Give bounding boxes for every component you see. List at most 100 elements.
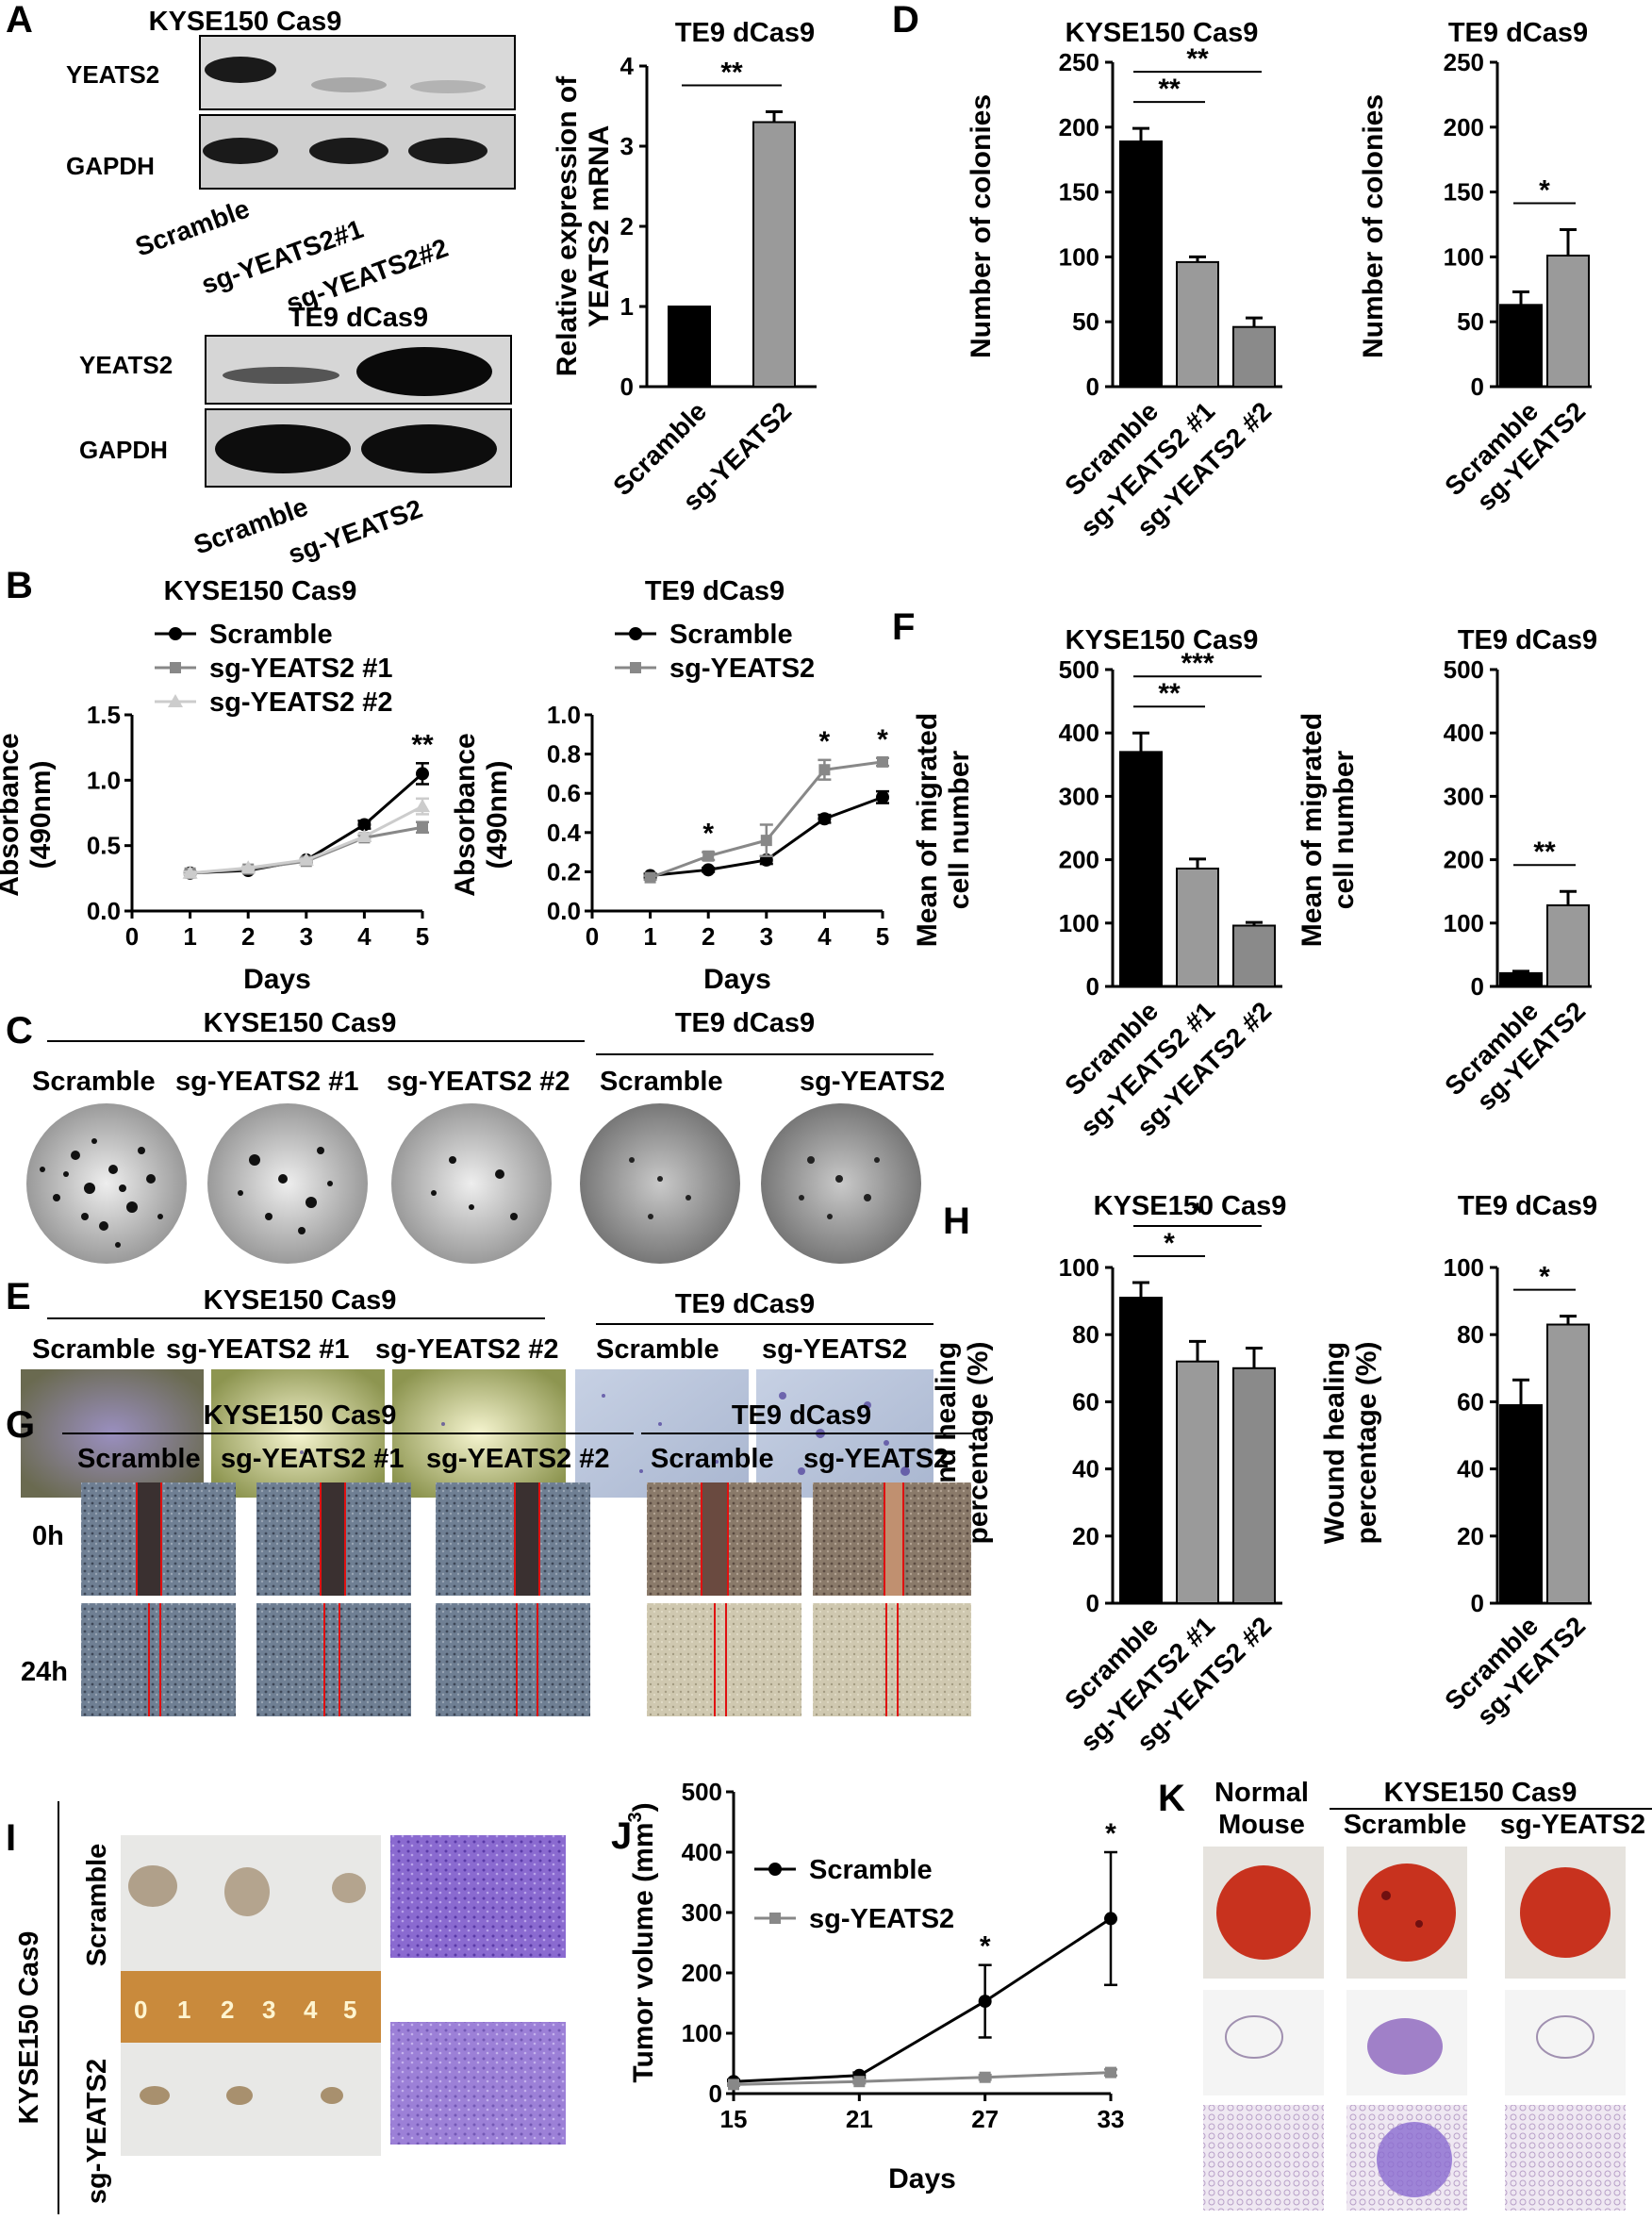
significance-mark: * (1539, 175, 1550, 207)
x-tick-label: 4 (357, 922, 372, 951)
panel-label-k: K (1158, 1778, 1185, 1819)
y-axis-label: Wound healingpercentage (%) (1319, 1341, 1382, 1544)
y-tick-label: 0 (1086, 373, 1099, 401)
significance-mark: * (1539, 1262, 1550, 1293)
y-tick-label: 100 (1059, 1253, 1099, 1282)
significance-mark: * (877, 724, 888, 755)
wound-images (81, 1482, 971, 1716)
significance-mark: * (1105, 1818, 1116, 1849)
y-tick-label: 100 (1059, 242, 1099, 271)
chart-title: TE9 dCas9 (1448, 18, 1588, 48)
legend-label: Scramble (809, 1855, 933, 1885)
significance-mark: ** (1158, 74, 1181, 105)
blot1-row-yeats2: YEATS2 (66, 60, 159, 89)
data-point (415, 799, 430, 813)
data-point (877, 755, 888, 768)
legend-marker (630, 662, 641, 673)
y-tick-label: 100 (1059, 909, 1099, 937)
blot2-title: TE9 dCas9 (289, 303, 428, 333)
legend-marker (769, 1913, 781, 1924)
bar-1 (752, 121, 796, 388)
chart-b-te9-absorbance: TE9 dCas9 0.0 0.2 0.4 0.6 0.8 1.0 0 1 2 3 4 5 Days Abs… (450, 576, 889, 995)
chart-d-kyse150-colonies: KYSE150 Cas9 0 50 100 150 200 250 Number of col… (966, 18, 1282, 542)
bar-0 (1499, 1403, 1543, 1604)
tumor-sg-2 (226, 2086, 253, 2105)
tumor-scramble-2 (224, 1867, 270, 1916)
bar-1 (1176, 868, 1219, 987)
significance-mark: ** (1158, 678, 1181, 709)
bar-2 (1232, 1366, 1276, 1605)
panel-label-i: I (6, 1817, 16, 1859)
data-point (240, 860, 256, 874)
k-col-normal-1: Normal (1214, 1778, 1309, 1808)
data-point (1105, 2066, 1116, 2079)
e-cap-te9-scramble: Scramble (596, 1334, 719, 1365)
chart-j-tumor-volume: 0 100 200 300 400 500 15 21 27 33 Days Tumor volume… (625, 1778, 1124, 2195)
bar-0 (1119, 751, 1163, 987)
bar-1 (1546, 1323, 1590, 1605)
y-tick-label: 0 (709, 2079, 722, 2108)
data-point (182, 865, 198, 879)
tumor-scramble-1 (128, 1865, 177, 1907)
i-side-label: KYSE150 Cas9 (14, 1931, 44, 2125)
significance-mark: ** (411, 729, 434, 760)
wound-edge-lines (136, 1482, 904, 1716)
data-point (853, 2076, 866, 2088)
x-tick-label: 1 (183, 922, 196, 951)
data-point (298, 852, 314, 866)
blot2-row-yeats2: YEATS2 (79, 351, 173, 379)
x-tick-label: 33 (1098, 2105, 1125, 2133)
y-axis-label: Tumor volume (mm3) (625, 1802, 659, 2082)
g-row-0h: 0h (32, 1521, 64, 1551)
x-tick-label: 1 (643, 922, 656, 951)
g-cap-te9-scramble: Scramble (651, 1444, 774, 1474)
y-tick-label: 4 (620, 52, 635, 80)
panel-label-f: F (892, 606, 915, 648)
chart-title: KYSE150 Cas9 (1094, 1191, 1287, 1221)
y-axis-label: Mean of migratedcell number (1297, 713, 1360, 947)
data-point (979, 2071, 991, 2083)
c-cap-te9-sg: sg-YEATS2 (800, 1067, 945, 1097)
data-point (357, 818, 372, 832)
y-tick-label: 200 (1059, 113, 1099, 141)
colony-plate-1 (26, 1103, 187, 1264)
data-point (728, 2079, 739, 2091)
significance-mark: * (1192, 1198, 1203, 1229)
y-tick-label: 300 (1059, 782, 1099, 810)
x-tick-label: 5 (416, 922, 429, 951)
bar-0 (1119, 140, 1163, 388)
panel-g: G KYSE150 Cas9 TE9 dCas9 Scramble sg-YEA… (6, 1400, 975, 1716)
e-group2: TE9 dCas9 (675, 1289, 815, 1319)
y-tick-label: 0 (620, 373, 634, 401)
g-group2: TE9 dCas9 (732, 1400, 871, 1431)
data-point (978, 1995, 992, 2009)
y-axis-label: Relative expression ofYEATS2 mRNA (552, 75, 615, 376)
x-tick-label: 4 (818, 922, 832, 951)
y-tick-label: 400 (1059, 719, 1099, 747)
y-tick-label: 100 (1444, 1253, 1484, 1282)
svg-text:3: 3 (262, 1996, 275, 2024)
x-axis-label: Days (888, 2163, 956, 2195)
data-point (416, 767, 429, 781)
y-tick-label: 0.4 (547, 819, 582, 847)
y-tick-label: 60 (1072, 1387, 1099, 1416)
he-stain-sg (390, 2022, 566, 2145)
c-cap-sg2: sg-YEATS2 #2 (387, 1067, 570, 1097)
blot1-title: KYSE150 Cas9 (149, 7, 342, 37)
y-tick-label: 250 (1059, 48, 1099, 76)
y-tick-label: 500 (1059, 655, 1099, 684)
legend-label: Scramble (669, 620, 793, 650)
y-tick-label: 1 (620, 292, 634, 321)
k-col-scramble: Scramble (1344, 1810, 1467, 1840)
chart-title: TE9 dCas9 (675, 18, 815, 48)
e-cap-te9-sg: sg-YEATS2 (762, 1334, 907, 1365)
y-axis-label: Number of colonies (1358, 94, 1389, 358)
series-line-1 (733, 2071, 1112, 2086)
e-cap-sg2: sg-YEATS2 #2 (375, 1334, 558, 1365)
y-tick-label: 400 (1444, 719, 1484, 747)
legend-marker (168, 694, 183, 707)
panel-c: C KYSE150 Cas9 TE9 dCas9 Scramble sg-YEA… (6, 1008, 945, 1264)
bar-0 (1499, 971, 1543, 987)
y-tick-label: 250 (1444, 48, 1484, 76)
